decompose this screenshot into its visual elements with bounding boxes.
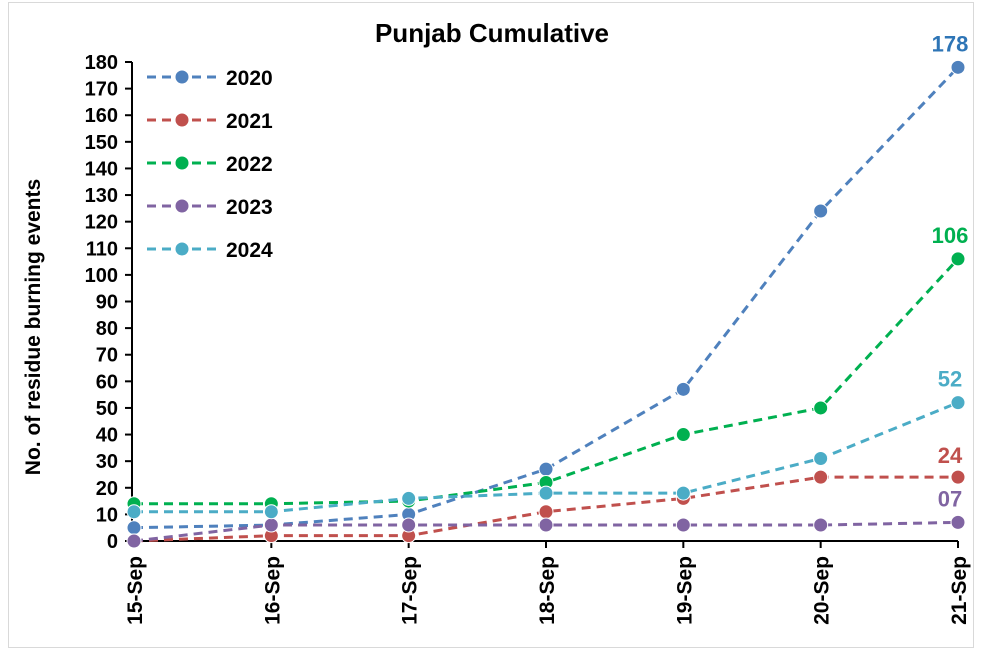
legend-label-2023: 2023	[226, 196, 273, 219]
x-tick-label: 18-Sep	[536, 556, 559, 625]
legend-marker-2020	[174, 69, 190, 85]
legend: 2020 2021 2022 2023 2024	[147, 67, 273, 262]
legend-marker-2023	[174, 198, 190, 214]
x-tick-label: 16-Sep	[261, 556, 284, 625]
y-tick-label: 140	[85, 158, 118, 180]
data-point-2021	[538, 504, 554, 520]
data-point-2020	[538, 461, 554, 477]
data-point-2021	[950, 469, 966, 485]
y-tick-label: 170	[85, 79, 118, 101]
y-tick-label: 40	[96, 425, 118, 447]
y-tick-label: 160	[85, 105, 118, 127]
y-tick-label: 120	[85, 212, 118, 234]
legend-label-2022: 2022	[226, 153, 273, 176]
series-line-2020	[133, 66, 960, 530]
y-tick-label: 10	[96, 504, 118, 526]
y-tick-label: 130	[85, 185, 118, 207]
end-labels: 178 24 106 07 52	[932, 31, 969, 511]
y-axis-label: No. of residue burning events	[22, 179, 45, 475]
data-point-2024	[401, 490, 417, 506]
legend-marker-2024	[174, 241, 190, 257]
series-lines	[126, 59, 966, 549]
data-point-2024	[813, 451, 829, 467]
x-ticks: 15-Sep 16-Sep 17-Sep 18-Sep 19-Sep 20-Sep 21-S…	[124, 541, 971, 625]
legend-label-2021: 2021	[226, 110, 273, 133]
data-point-2023	[675, 517, 691, 533]
y-tick-label: 80	[96, 318, 118, 340]
data-label-2021: 24	[938, 443, 963, 468]
data-point-2022	[950, 251, 966, 267]
data-point-2020	[813, 203, 829, 219]
data-point-2020	[950, 59, 966, 75]
data-label-2023: 07	[938, 486, 962, 511]
data-point-2023	[538, 517, 554, 533]
legend-label-2024: 2024	[226, 239, 273, 262]
data-point-2021	[813, 469, 829, 485]
y-tick-label: 0	[107, 531, 118, 553]
y-tick-label: 60	[96, 371, 118, 393]
x-tick-label: 20-Sep	[811, 556, 834, 625]
data-point-2023	[401, 517, 417, 533]
data-point-2023	[126, 533, 142, 549]
data-point-2022	[813, 400, 829, 416]
x-tick-label: 17-Sep	[399, 556, 422, 625]
data-point-2023	[813, 517, 829, 533]
y-tick-label: 180	[85, 52, 118, 74]
data-point-2023	[263, 517, 279, 533]
data-point-2024	[263, 504, 279, 520]
data-point-2024	[538, 485, 554, 501]
legend-marker-2021	[174, 112, 190, 128]
y-tick-label: 30	[96, 451, 118, 473]
y-tick-label: 110	[86, 238, 118, 260]
data-point-2024	[126, 504, 142, 520]
x-tick-label: 15-Sep	[124, 556, 147, 625]
data-point-2022	[675, 427, 691, 443]
y-tick-label: 20	[96, 478, 118, 500]
x-tick-label: 19-Sep	[673, 556, 696, 625]
y-ticks: 0 10 20 30 40 50 60 70 80 90 100 110 120 130 140 150 160…	[85, 52, 132, 553]
legend-label-2020: 2020	[226, 67, 273, 90]
chart-title: Punjab Cumulative	[375, 18, 609, 48]
data-point-2024	[675, 485, 691, 501]
data-point-2023	[950, 514, 966, 530]
x-tick-label: 21-Sep	[948, 556, 971, 625]
legend-marker-2022	[174, 155, 190, 171]
y-tick-label: 50	[96, 398, 118, 420]
y-tick-label: 90	[96, 292, 118, 314]
data-point-2020	[675, 381, 691, 397]
data-label-2024: 52	[938, 367, 962, 392]
data-label-2022: 106	[932, 223, 969, 248]
y-tick-label: 100	[85, 265, 118, 287]
data-point-2024	[950, 395, 966, 411]
y-tick-label: 70	[96, 345, 118, 367]
data-point-2020	[126, 520, 142, 536]
data-label-2020: 178	[932, 31, 969, 56]
y-tick-label: 150	[85, 132, 118, 154]
